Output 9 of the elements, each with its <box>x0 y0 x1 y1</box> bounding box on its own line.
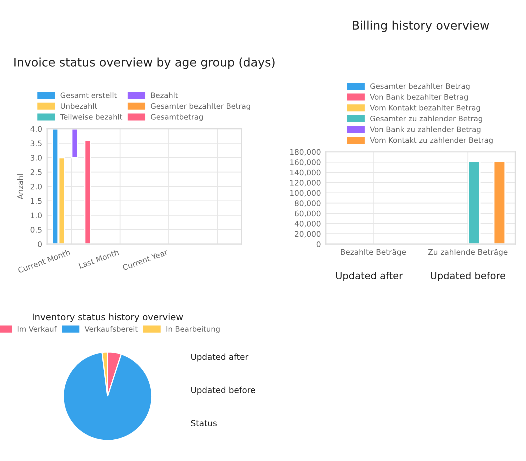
pie-slice <box>63 352 153 442</box>
text: Updated before <box>431 272 506 282</box>
text: Status <box>191 420 217 427</box>
text: Updated before <box>192 386 256 395</box>
text: Updated after <box>336 272 404 282</box>
chart-title: Invoice status overview by age group (days) <box>14 58 275 70</box>
chart-title: Billing history overview <box>353 20 490 32</box>
chart-title: Inventory status history overview <box>32 314 184 322</box>
text: Updated after <box>192 354 249 362</box>
